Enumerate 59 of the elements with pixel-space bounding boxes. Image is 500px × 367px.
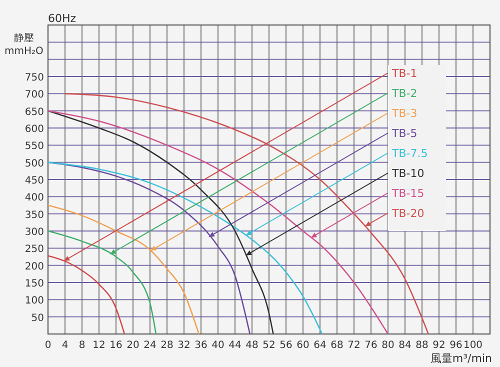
y-tick-label: 550 bbox=[24, 141, 44, 152]
y-axis-title: 静壓 mmH₂O bbox=[4, 32, 44, 57]
y-tick-label: 200 bbox=[24, 261, 44, 272]
x-tick-label: 0 bbox=[44, 340, 52, 351]
text: TB-2 bbox=[391, 87, 418, 100]
y-tick-label: 350 bbox=[24, 210, 44, 221]
x-tick-label: 48 bbox=[246, 340, 258, 351]
x-tick-label: 80 bbox=[382, 340, 394, 351]
y-tick-label: 50 bbox=[31, 312, 44, 324]
x-tick-label: 32 bbox=[178, 340, 190, 351]
line-series bbox=[47, 110, 389, 335]
y-tick-label: 300 bbox=[24, 227, 44, 238]
x-tick-label: 28 bbox=[160, 340, 174, 351]
x-tick-label: 40 bbox=[212, 340, 224, 351]
line-series bbox=[47, 162, 323, 335]
text: TB-15 bbox=[391, 187, 424, 200]
y-tick-label: 150 bbox=[24, 278, 44, 290]
x-tick-label: 64 bbox=[314, 340, 326, 351]
x-tick-label: 44 bbox=[228, 340, 242, 351]
x-axis-title: 風量m³/min bbox=[430, 352, 492, 365]
y-tick-label: 750 bbox=[24, 72, 44, 84]
x-tick-label: 24 bbox=[144, 340, 156, 351]
y-tick-label: 650 bbox=[24, 106, 44, 118]
x-tick-label: 56 bbox=[280, 340, 292, 351]
x-tick-label: 72 bbox=[348, 340, 360, 351]
line-series bbox=[47, 204, 200, 335]
x-tick-label: 96 bbox=[450, 340, 462, 351]
y-tick-label: 250 bbox=[24, 244, 44, 256]
x-tick-label: 92 bbox=[432, 340, 446, 351]
line-series bbox=[47, 110, 274, 335]
legend-label: TB-20 bbox=[391, 207, 424, 220]
x-tick-label: 60 bbox=[296, 340, 310, 351]
text: TB-5 bbox=[391, 127, 418, 140]
x-tick-label: 16 bbox=[110, 340, 122, 351]
chart-title: 60Hz bbox=[48, 12, 76, 25]
x-tick-label: 84 bbox=[398, 340, 412, 351]
x-tick-label: 12 bbox=[92, 340, 106, 351]
line-series bbox=[47, 255, 126, 335]
line-series bbox=[47, 230, 157, 335]
x-tick-label: 68 bbox=[330, 340, 344, 351]
text: TB-10 bbox=[391, 167, 424, 180]
x-tick-label: 52 bbox=[262, 340, 276, 351]
x-tick-label: 8 bbox=[78, 340, 86, 351]
text: TB-7.5 bbox=[391, 147, 428, 160]
x-tick-label: 20 bbox=[126, 340, 140, 351]
y-tick-label: 700 bbox=[24, 90, 44, 101]
x-tick-label: 76 bbox=[364, 340, 378, 351]
y-tick-label: 500 bbox=[24, 158, 44, 170]
text: TB-3 bbox=[391, 107, 418, 120]
text: TB-1 bbox=[391, 67, 418, 80]
x-tick-label: 100 bbox=[463, 340, 483, 351]
line-series bbox=[47, 162, 251, 335]
x-tick-label: 88 bbox=[416, 340, 428, 351]
y-tick-label: 450 bbox=[24, 176, 44, 186]
y-tick-label: 600 bbox=[24, 124, 44, 135]
y-tick-label: 400 bbox=[24, 192, 44, 204]
x-tick-label: 4 bbox=[62, 340, 68, 351]
y-tick-label: 100 bbox=[24, 296, 44, 307]
x-tick-label: 36 bbox=[194, 340, 208, 351]
